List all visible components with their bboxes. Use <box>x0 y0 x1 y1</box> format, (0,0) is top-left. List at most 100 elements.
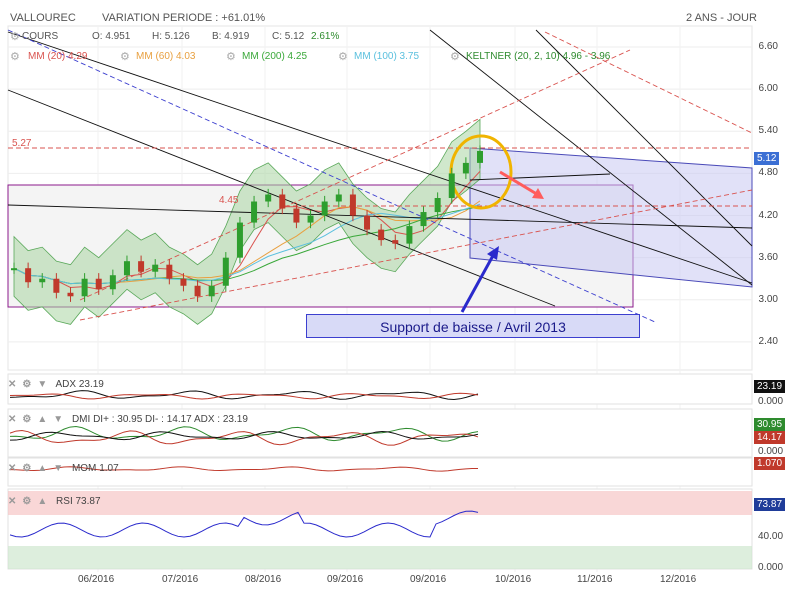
candle-body <box>166 264 173 279</box>
rsi-label: RSI <box>56 496 73 507</box>
gear-icon[interactable]: ⚙ <box>22 414 32 425</box>
dmi-plus-tag: 30.95 <box>754 418 786 431</box>
dmi-minus-tag: 14.17 <box>754 431 786 444</box>
candle-body <box>222 257 229 286</box>
close-icon[interactable]: ✕ <box>8 463 17 474</box>
candle-body <box>364 215 371 230</box>
candle-body <box>67 292 74 297</box>
trendline-red <box>79 189 753 321</box>
arrow-up-icon[interactable]: ▲ <box>37 496 48 507</box>
gear-icon[interactable]: ⚙ <box>10 51 20 63</box>
adx-pane <box>7 373 753 405</box>
candle-body <box>265 194 272 202</box>
trendline-red <box>544 31 753 134</box>
rsi-mid: 40.00 <box>758 531 784 542</box>
arrow-down-icon[interactable]: ▼ <box>53 463 64 474</box>
rsi-overbought-zone <box>8 491 752 515</box>
indicator-mm200[interactable]: MM (200) 4.25 <box>242 51 308 62</box>
candle-body <box>434 198 441 213</box>
candle-body <box>378 229 385 241</box>
trendline <box>7 31 753 284</box>
gear-icon[interactable]: ⚙ <box>22 463 32 474</box>
x-tick-label: 08/2016 <box>245 574 282 585</box>
rsi-line <box>9 510 479 538</box>
y-tick-label: 6.60 <box>758 41 778 53</box>
candle-body <box>335 194 342 202</box>
candle-body <box>180 278 187 286</box>
y-tick-label: 6.00 <box>758 83 778 95</box>
candle-body <box>95 278 102 290</box>
red-arrow-head <box>532 188 544 199</box>
rsi-value: 73.87 <box>75 496 101 507</box>
close-icon[interactable]: ✕ <box>8 414 17 425</box>
open-value: O: 4.951 <box>92 31 131 42</box>
indicator-mm20[interactable]: MM (20) 4.29 <box>28 51 88 62</box>
mm20-line <box>13 170 481 290</box>
dmi-adx-line <box>9 431 479 441</box>
arrow-down-icon[interactable]: ▼ <box>53 414 64 425</box>
trendline <box>535 29 753 247</box>
arrow-up-icon[interactable]: ▲ <box>37 414 48 425</box>
candle-body <box>236 222 243 258</box>
candle-body <box>25 268 32 283</box>
period-text: 2 ANS - JOUR <box>686 12 757 24</box>
gear-icon[interactable]: ⚙ <box>22 496 32 507</box>
candle-body <box>123 261 130 276</box>
indicator-keltner[interactable]: KELTNER (20, 2, 10) 4.96 - 3.96 <box>466 51 611 62</box>
trendline-red <box>79 49 631 301</box>
gear-icon[interactable]: ⚙ <box>10 31 20 43</box>
candle-body <box>477 150 483 163</box>
adx-pane-toolbar: ✕ ⚙ ▼ ADX 23.19 <box>8 379 104 390</box>
mom-value: 1.07 <box>99 463 119 474</box>
level-527-label: 5.27 <box>12 138 32 149</box>
candle-body <box>293 208 300 223</box>
close-value: C: 5.12 <box>272 31 305 42</box>
mm100-line <box>13 203 481 285</box>
keltner-band <box>13 118 481 325</box>
candle-body <box>279 194 286 209</box>
dmi-text: DI+ : 30.95 DI- : 14.17 ADX : 23.19 <box>93 414 248 425</box>
close-icon[interactable]: ✕ <box>8 496 17 507</box>
candle-body <box>11 268 17 271</box>
dmi-pane-toolbar: ✕ ⚙ ▲ ▼ DMI DI+ : 30.95 DI- : 14.17 ADX : 2… <box>8 414 248 425</box>
candle-body <box>53 278 60 293</box>
trendline <box>7 204 753 229</box>
candle-body <box>462 162 469 174</box>
arrow-down-icon[interactable]: ▼ <box>37 379 48 390</box>
indicator-mm60[interactable]: MM (60) 4.03 <box>136 51 196 62</box>
dmi-label: DMI <box>71 414 91 425</box>
gear-icon[interactable]: ⚙ <box>22 379 32 390</box>
close-icon[interactable]: ✕ <box>8 379 17 390</box>
candle-body <box>152 264 159 272</box>
x-tick-label: 06/2016 <box>78 574 115 585</box>
gear-icon[interactable]: ⚙ <box>120 51 130 63</box>
adx-label: ADX <box>55 379 77 390</box>
trendline <box>429 29 753 286</box>
trendline <box>469 173 611 181</box>
mom-tag: 1.070 <box>754 457 786 470</box>
indicator-mm100[interactable]: MM (100) 3.75 <box>354 51 420 62</box>
arrow-up-icon[interactable]: ▲ <box>37 463 48 474</box>
adx-value: 23.19 <box>78 379 104 390</box>
x-tick-label: 10/2016 <box>495 574 532 585</box>
mom-label: MOM <box>71 463 97 474</box>
y-tick-label: 4.20 <box>758 209 778 221</box>
y-tick-label: 3.00 <box>758 293 778 305</box>
variation-text: VARIATION PERIODE : +61.01% <box>102 12 266 24</box>
candle-body <box>81 278 88 297</box>
gear-icon[interactable]: ⚙ <box>226 51 236 63</box>
adx-zero: 0.000 <box>758 396 784 407</box>
candle-body <box>208 285 215 297</box>
highlight-ellipse <box>449 134 513 210</box>
dmi-zero: 0.000 <box>758 446 784 457</box>
mom-line <box>9 466 479 472</box>
change-value: 2.61% <box>311 31 340 42</box>
blue-arrow <box>460 251 497 313</box>
gear-icon[interactable]: ⚙ <box>450 51 460 63</box>
gear-icon[interactable]: ⚙ <box>338 51 348 63</box>
x-tick-label: 12/2016 <box>660 574 697 585</box>
candle-body <box>420 212 427 227</box>
dmi-minus-line <box>9 430 479 446</box>
blue-arrow-head <box>487 246 499 260</box>
candle-body <box>138 261 145 272</box>
